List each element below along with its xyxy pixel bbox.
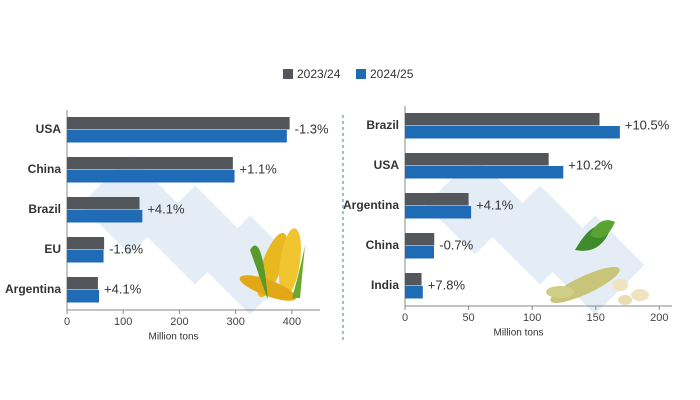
bar <box>67 290 100 303</box>
bar <box>67 277 98 290</box>
change-label: +10.5% <box>625 117 670 132</box>
bar <box>405 273 422 286</box>
x-tick-label: 100 <box>114 316 132 328</box>
bar <box>67 117 290 130</box>
bar <box>405 113 600 126</box>
change-label: +7.8% <box>428 277 466 292</box>
x-tick-label: 150 <box>587 312 605 324</box>
change-label: +1.1% <box>240 161 278 176</box>
change-label: -1.6% <box>109 241 143 256</box>
category-label: EU <box>44 242 61 256</box>
bar <box>67 170 235 183</box>
bar <box>405 286 423 299</box>
change-label: -1.3% <box>295 121 329 136</box>
bar <box>67 130 287 143</box>
bar <box>67 250 104 263</box>
x-axis-title: Million tons <box>493 328 543 339</box>
bar <box>405 126 620 139</box>
category-label: China <box>366 238 400 252</box>
bar <box>67 197 140 210</box>
category-label: China <box>28 162 62 176</box>
bar <box>405 193 469 206</box>
bar <box>67 210 143 223</box>
bar <box>67 237 105 250</box>
category-label: Brazil <box>366 118 399 132</box>
change-label: +4.1% <box>476 197 514 212</box>
change-label: +4.1% <box>147 201 185 216</box>
x-tick-label: 200 <box>650 312 668 324</box>
x-tick-label: 100 <box>523 312 541 324</box>
category-label: India <box>371 278 399 292</box>
legend-swatch <box>356 69 366 79</box>
corn-illustration <box>239 228 305 301</box>
x-tick-label: 300 <box>226 316 244 328</box>
x-tick-label: 0 <box>402 312 408 324</box>
category-label: Argentina <box>5 282 61 296</box>
legend-label: 2024/25 <box>370 67 414 81</box>
bar <box>405 206 472 219</box>
x-axis-title: Million tons <box>148 332 198 343</box>
category-label: USA <box>374 158 400 172</box>
x-tick-label: 200 <box>170 316 188 328</box>
legend-swatch <box>283 69 293 79</box>
legend-label: 2023/24 <box>297 67 341 81</box>
bar <box>405 233 435 246</box>
category-label: USA <box>36 122 62 136</box>
bar <box>405 166 564 179</box>
bar <box>405 153 549 166</box>
soy-illustration <box>546 220 649 305</box>
bar <box>405 246 434 259</box>
x-tick-label: 400 <box>283 316 301 328</box>
x-tick-label: 0 <box>64 316 70 328</box>
bar <box>67 157 233 170</box>
x-tick-label: 50 <box>462 312 474 324</box>
change-label: +10.2% <box>568 157 613 172</box>
change-label: -0.7% <box>439 237 473 252</box>
category-label: Argentina <box>343 198 399 212</box>
change-label: +4.1% <box>104 281 142 296</box>
category-label: Brazil <box>28 202 61 216</box>
